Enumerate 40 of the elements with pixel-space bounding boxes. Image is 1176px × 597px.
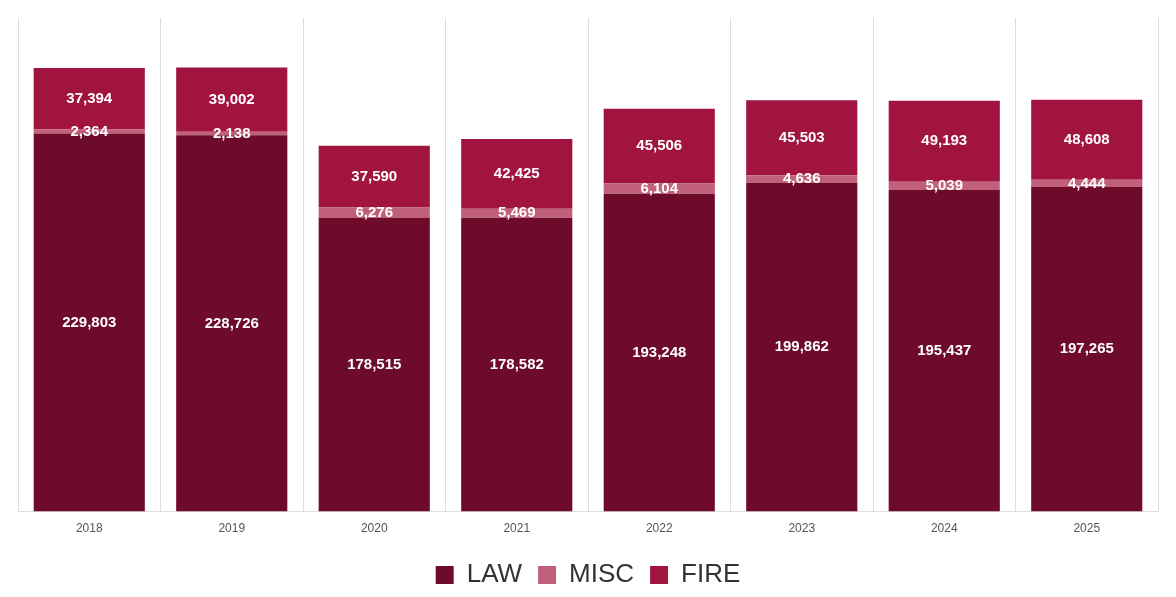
legend-label: FIRE: [681, 558, 741, 589]
x-tick-label: 2019: [218, 521, 246, 536]
data-label: 4,636: [782, 169, 821, 187]
data-label: 178,515: [347, 354, 402, 372]
x-tick-label: 2024: [930, 521, 958, 536]
data-label: 49,193: [921, 131, 968, 149]
bar: [318, 145, 430, 208]
data-label: 195,437: [917, 340, 972, 358]
data-label: 4,444: [1067, 173, 1107, 191]
data-label: 45,506: [636, 136, 683, 154]
x-tick-label: 2023: [788, 521, 816, 536]
data-label: 199,862: [774, 337, 829, 355]
data-label: 6,276: [355, 202, 394, 220]
x-tick-label: 2022: [645, 521, 673, 536]
x-tick-label: 2021: [503, 521, 531, 536]
data-label: 48,608: [1063, 129, 1110, 147]
data-label: 5,469: [497, 203, 536, 221]
x-tick-label: 2018: [75, 521, 103, 536]
data-label: 6,104: [640, 178, 679, 196]
data-label: 39,002: [208, 89, 255, 107]
data-label: 2,364: [70, 121, 109, 139]
x-tick-label: 2025: [1073, 521, 1101, 536]
data-label: 193,248: [632, 342, 687, 360]
data-label: 197,265: [1059, 339, 1114, 357]
bar: [888, 100, 1000, 182]
x-tick-label: 2020: [360, 521, 388, 536]
data-label: 2,138: [212, 123, 251, 141]
bar: [603, 108, 715, 184]
data-label: 45,503: [778, 127, 825, 145]
bar: [461, 138, 573, 209]
data-label: 229,803: [62, 312, 117, 330]
bar: [1031, 99, 1143, 180]
data-label: 178,582: [489, 354, 544, 372]
legend-label: LAW: [466, 558, 523, 589]
data-label: 37,394: [66, 88, 113, 106]
data-label: 228,726: [204, 313, 259, 331]
data-label: 42,425: [493, 164, 540, 182]
legend-label: MISC: [569, 558, 635, 589]
data-label: 5,039: [925, 176, 964, 194]
data-label: 37,590: [351, 166, 398, 184]
